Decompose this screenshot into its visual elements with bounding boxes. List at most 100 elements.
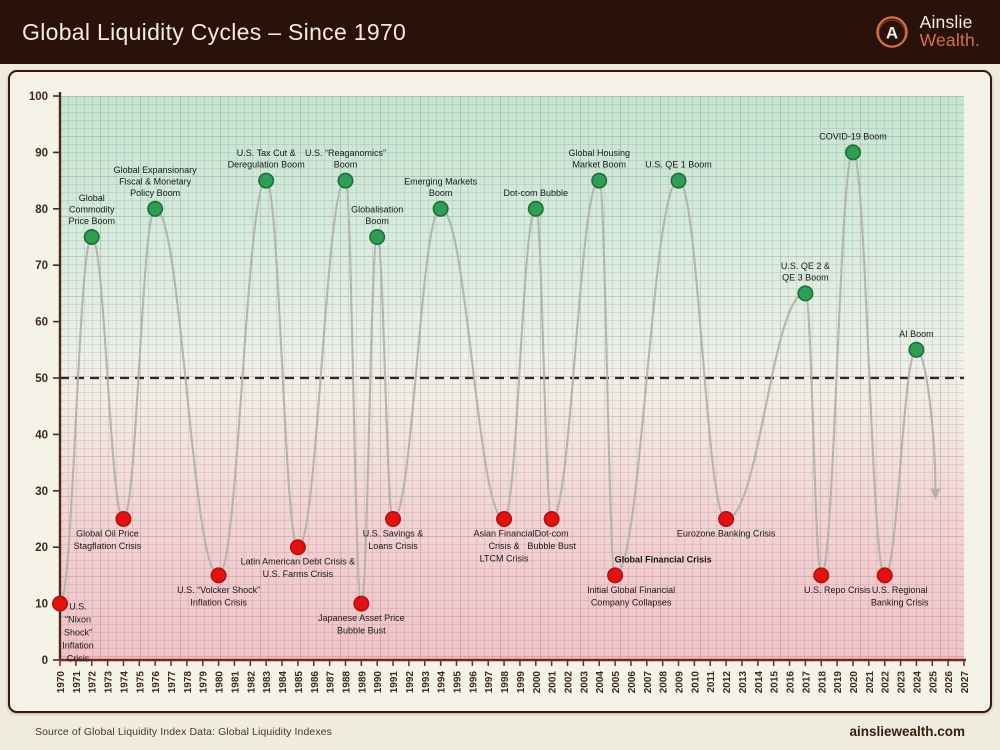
x-tick-label: 1992 (405, 671, 416, 694)
x-tick-label: 2015 (770, 671, 781, 694)
boom-marker (337, 172, 354, 189)
x-tick-label: 2022 (881, 671, 892, 694)
event-label: Asian Financial Crisis & LTCM Crisis (474, 529, 535, 564)
x-tick-label: 1976 (151, 671, 162, 694)
x-tick-label: 1989 (357, 671, 368, 694)
brand-name-line1: Ainslie (919, 12, 973, 33)
boom-marker (83, 229, 100, 246)
x-tick-label: 1985 (294, 671, 305, 694)
x-tick-label: 1987 (326, 671, 337, 694)
x-tick-label: 2013 (738, 671, 749, 694)
y-tick-label: 60 (35, 317, 48, 329)
footer: Source of Global Liquidity Index Data: G… (0, 713, 1000, 750)
boom-marker (258, 172, 275, 189)
crisis-marker (353, 595, 370, 612)
event-label: U.S. Regional Banking Crisis (871, 585, 929, 607)
x-tick-label: 2016 (786, 671, 797, 694)
x-tick-label: 2020 (849, 671, 860, 694)
x-tick-label: 1981 (230, 671, 241, 694)
x-tick-label: 2011 (706, 671, 717, 693)
event-label: AI Boom (899, 329, 934, 339)
svg-text:A: A (885, 24, 897, 43)
event-label: COVID-19 Boom (819, 131, 887, 141)
boom-marker (797, 285, 814, 302)
x-tick-label: 1999 (516, 671, 527, 694)
x-tick-label: 1977 (167, 671, 178, 694)
x-tick-label: 2025 (928, 671, 939, 694)
x-tick-label: 1982 (246, 671, 257, 694)
x-tick-label: 2000 (532, 671, 543, 694)
x-tick-label: 1991 (389, 671, 400, 694)
boom-marker (908, 341, 925, 358)
x-tick-label: 2018 (817, 671, 828, 694)
x-tick-label: 2026 (944, 671, 955, 694)
source-note: Source of Global Liquidity Index Data: G… (35, 725, 332, 738)
projection-arrow-icon (930, 488, 941, 500)
website-link: ainsliewealth.com (849, 724, 965, 739)
event-label: Global Expansionary Fiscal & Monetary Poli… (114, 165, 198, 198)
crisis-marker (115, 510, 132, 527)
x-tick-label: 1970 (56, 671, 67, 694)
x-tick-label: 2009 (675, 671, 686, 694)
x-tick-label: 1980 (215, 671, 226, 694)
event-label: Eurozone Banking Crisis (677, 529, 776, 539)
y-tick-label: 90 (35, 147, 48, 159)
brand-monogram-icon: A (875, 16, 908, 48)
x-tick-label: 2002 (564, 671, 575, 694)
x-tick-label: 2007 (643, 671, 654, 694)
event-label: U.S. “Nixon Shock” Inflation Crisis (62, 602, 94, 664)
event-label: Dot-com Bubble (504, 188, 569, 198)
y-tick-label: 70 (35, 260, 48, 272)
x-tick-label: 2027 (960, 671, 971, 694)
event-label: U.S. Savings & Loans Crisis (363, 529, 424, 551)
page-title: Global Liquidity Cycles – Since 1970 (22, 18, 407, 45)
x-tick-label: 1988 (341, 671, 352, 694)
brand-name-line2: Wealth. (919, 30, 980, 50)
x-tick-label: 1974 (119, 671, 130, 694)
boom-marker (147, 200, 164, 217)
y-tick-label: 0 (42, 655, 48, 667)
x-tick-label: 1996 (468, 671, 479, 694)
boom-marker (369, 229, 386, 246)
x-tick-label: 2001 (548, 671, 559, 694)
crisis-marker (210, 567, 227, 584)
x-tick-label: 2019 (833, 671, 844, 694)
event-label: Initial Global Financial Company Collapse… (587, 585, 675, 607)
x-tick-label: 1971 (72, 671, 83, 694)
chart-card: 0 10 20 30 40 50 60 70 80 90 100 1970 1971 1972 1973 19… (8, 70, 992, 713)
y-tick-label: 10 (35, 599, 48, 611)
header: Global Liquidity Cycles – Since 1970 A A… (0, 0, 1000, 64)
event-label: Emerging Markets Boom (404, 176, 478, 197)
crisis-marker (51, 595, 68, 612)
event-label: Latin American Debt Crisis & U.S. Farms C… (241, 557, 356, 579)
event-label: U.S. “Reaganomics” Boom (305, 148, 386, 169)
y-tick-label: 50 (35, 373, 48, 385)
x-tick-label: 2017 (801, 671, 812, 694)
x-tick-label: 2004 (595, 671, 606, 694)
x-tick-label: 2010 (690, 671, 701, 694)
x-tick-label: 1995 (452, 671, 463, 694)
boom-marker (670, 172, 687, 189)
event-label: Japanese Asset Price Bubble Bust (318, 613, 405, 635)
x-tick-label: 1990 (373, 671, 384, 694)
x-tick-label: 2005 (611, 671, 622, 694)
x-tick-label: 1998 (500, 671, 511, 694)
y-tick-label: 20 (35, 542, 48, 554)
crisis-marker (496, 510, 513, 527)
x-tick-label: 1973 (104, 671, 115, 694)
x-tick-label: 2006 (627, 671, 638, 694)
x-tick-label: 1972 (88, 671, 99, 694)
chart-svg: 0 10 20 30 40 50 60 70 80 90 100 1970 1971 1972 1973 19… (29, 91, 971, 694)
crisis-marker (289, 539, 306, 556)
x-tick-label: 2023 (897, 671, 908, 694)
y-tick-label: 30 (35, 486, 48, 498)
event-label: Global Housing Market Boom (568, 148, 630, 169)
x-tick-label: 2024 (912, 671, 923, 694)
event-label: U.S. Tax Cut & Deregulation Boom (228, 148, 305, 169)
x-tick-label: 1983 (262, 671, 273, 694)
boom-marker (591, 172, 608, 189)
event-label: U.S. “Volcker Shock” Inflation Crisis (177, 585, 260, 607)
event-label: Dot-com Bubble Bust (527, 529, 576, 551)
x-tick-label: 2012 (722, 671, 733, 694)
y-tick-label: 80 (35, 204, 48, 216)
